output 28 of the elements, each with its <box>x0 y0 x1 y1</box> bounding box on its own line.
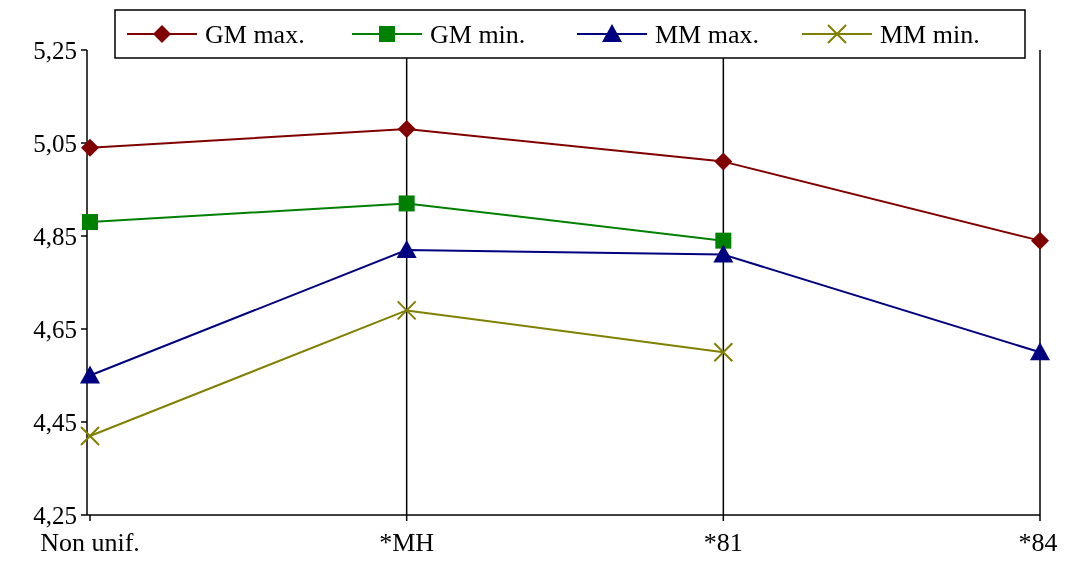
point <box>714 152 733 171</box>
y-tick-label: 4,85 <box>33 222 77 250</box>
point <box>1031 231 1049 250</box>
point <box>82 214 98 231</box>
point <box>1030 342 1050 361</box>
legend-label: GM max. <box>205 20 305 50</box>
point <box>80 425 100 446</box>
point <box>713 244 734 263</box>
legend-label: GM min. <box>430 20 526 50</box>
point <box>715 232 732 249</box>
y-tick-label: 5,25 <box>33 36 77 64</box>
point <box>81 138 99 157</box>
x-tick-label: Non unif. <box>40 528 140 557</box>
y-tick-label: 4,25 <box>33 501 77 529</box>
y-tick-label: 4,65 <box>33 315 77 343</box>
x-tick-label: *81 <box>703 528 743 557</box>
point <box>713 342 734 363</box>
y-tick-label: 4,45 <box>33 408 77 436</box>
point <box>397 120 416 139</box>
point <box>396 300 417 321</box>
y-tick-label: 5,05 <box>33 129 77 157</box>
x-tick-label: *MH <box>379 528 435 557</box>
legend-label: MM min. <box>880 20 980 50</box>
legend-label: MM max. <box>655 20 759 50</box>
point <box>80 365 100 384</box>
point <box>398 195 415 212</box>
x-tick-label: *84 <box>1018 528 1058 557</box>
point <box>396 239 417 258</box>
